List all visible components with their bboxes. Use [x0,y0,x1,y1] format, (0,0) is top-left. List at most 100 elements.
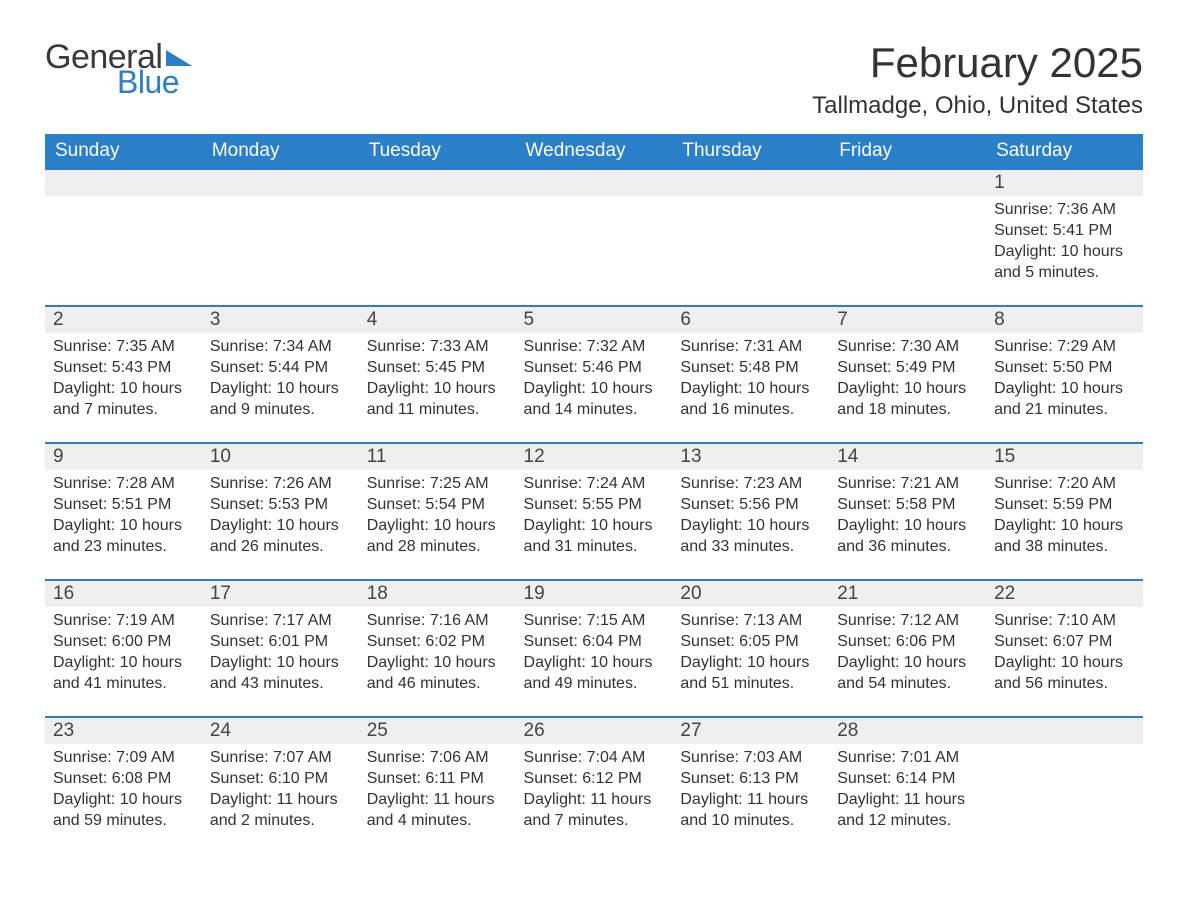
header-region: General Blue February 2025 Tallmadge, Oh… [45,40,1143,120]
sunrise-line: Sunrise: 7:09 AM [53,748,194,769]
sunrise-line: Sunrise: 7:01 AM [837,748,978,769]
day-number-cell: 21 [829,580,986,607]
sunrise-line: Sunrise: 7:25 AM [367,474,508,495]
sunrise-line: Sunrise: 7:04 AM [524,748,665,769]
daylight-line: Daylight: 10 hours [367,653,508,674]
day-number: 21 [837,583,858,604]
sunset-line: Sunset: 5:58 PM [837,495,978,516]
day-content-cell: Sunrise: 7:23 AMSunset: 5:56 PMDaylight:… [672,470,829,580]
daylight-line: and 12 minutes. [837,811,978,832]
daylight-line: and 49 minutes. [524,674,665,695]
sunset-line: Sunset: 5:59 PM [994,495,1135,516]
weekday-header: Saturday [986,134,1143,169]
day-content-cell [986,744,1143,854]
sunrise-line: Sunrise: 7:21 AM [837,474,978,495]
sunset-line: Sunset: 6:06 PM [837,632,978,653]
day-number: 8 [994,309,1005,330]
month-title: February 2025 [812,40,1143,86]
daylight-line: Daylight: 10 hours [837,653,978,674]
day-number: 3 [210,309,221,330]
daylight-line: Daylight: 11 hours [367,790,508,811]
day-number-cell: 25 [359,717,516,744]
daylight-line: and 46 minutes. [367,674,508,695]
sunset-line: Sunset: 5:48 PM [680,358,821,379]
sunrise-line: Sunrise: 7:16 AM [367,611,508,632]
daylight-line: and 54 minutes. [837,674,978,695]
day-number-cell: 5 [516,306,673,333]
daylight-line: and 4 minutes. [367,811,508,832]
day-number-cell [45,169,202,196]
day-content-cell: Sunrise: 7:34 AMSunset: 5:44 PMDaylight:… [202,333,359,443]
sunrise-line: Sunrise: 7:30 AM [837,337,978,358]
daylight-line: Daylight: 10 hours [680,653,821,674]
day-content-cell: Sunrise: 7:30 AMSunset: 5:49 PMDaylight:… [829,333,986,443]
day-content-cell: Sunrise: 7:26 AMSunset: 5:53 PMDaylight:… [202,470,359,580]
daylight-line: Daylight: 10 hours [994,242,1135,263]
daylight-line: Daylight: 10 hours [367,379,508,400]
day-number-cell: 19 [516,580,673,607]
day-number: 9 [53,446,64,467]
day-number-cell: 27 [672,717,829,744]
day-content-cell: Sunrise: 7:32 AMSunset: 5:46 PMDaylight:… [516,333,673,443]
sunrise-line: Sunrise: 7:06 AM [367,748,508,769]
daylight-line: and 10 minutes. [680,811,821,832]
daylight-line: and 21 minutes. [994,400,1135,421]
day-content-cell [202,196,359,306]
daylight-line: Daylight: 10 hours [680,379,821,400]
day-number: 16 [53,583,74,604]
sunset-line: Sunset: 6:01 PM [210,632,351,653]
daylight-line: and 2 minutes. [210,811,351,832]
day-content-cell: Sunrise: 7:19 AMSunset: 6:00 PMDaylight:… [45,607,202,717]
day-number-cell: 28 [829,717,986,744]
day-content-cell: Sunrise: 7:24 AMSunset: 5:55 PMDaylight:… [516,470,673,580]
day-number: 23 [53,720,74,741]
daylight-line: and 51 minutes. [680,674,821,695]
day-number-cell: 9 [45,443,202,470]
day-number: 24 [210,720,231,741]
day-content-row: Sunrise: 7:28 AMSunset: 5:51 PMDaylight:… [45,470,1143,580]
sunset-line: Sunset: 5:51 PM [53,495,194,516]
daylight-line: and 11 minutes. [367,400,508,421]
day-content-cell: Sunrise: 7:03 AMSunset: 6:13 PMDaylight:… [672,744,829,854]
sunset-line: Sunset: 6:07 PM [994,632,1135,653]
day-number-cell [672,169,829,196]
sunrise-line: Sunrise: 7:19 AM [53,611,194,632]
day-content-cell [359,196,516,306]
day-number-cell [986,717,1143,744]
sunrise-line: Sunrise: 7:35 AM [53,337,194,358]
day-number: 28 [837,720,858,741]
daylight-line: and 31 minutes. [524,537,665,558]
daylight-line: and 38 minutes. [994,537,1135,558]
day-number-cell: 12 [516,443,673,470]
day-number: 11 [367,446,387,467]
day-number: 12 [524,446,545,467]
sunset-line: Sunset: 5:46 PM [524,358,665,379]
day-content-cell: Sunrise: 7:09 AMSunset: 6:08 PMDaylight:… [45,744,202,854]
daylight-line: and 28 minutes. [367,537,508,558]
weekday-header-row: Sunday Monday Tuesday Wednesday Thursday… [45,134,1143,169]
weekday-header: Sunday [45,134,202,169]
day-number-cell: 22 [986,580,1143,607]
day-number: 25 [367,720,388,741]
daylight-line: and 26 minutes. [210,537,351,558]
sunrise-line: Sunrise: 7:36 AM [994,200,1135,221]
daylight-line: and 18 minutes. [837,400,978,421]
day-content-row: Sunrise: 7:36 AMSunset: 5:41 PMDaylight:… [45,196,1143,306]
day-number: 10 [210,446,231,467]
day-number: 6 [680,309,691,330]
sunset-line: Sunset: 6:00 PM [53,632,194,653]
daylight-line: Daylight: 10 hours [837,379,978,400]
day-content-cell: Sunrise: 7:25 AMSunset: 5:54 PMDaylight:… [359,470,516,580]
day-number-row: 16171819202122 [45,580,1143,607]
day-number-cell: 1 [986,169,1143,196]
day-content-row: Sunrise: 7:09 AMSunset: 6:08 PMDaylight:… [45,744,1143,854]
day-number-cell: 26 [516,717,673,744]
day-number-cell: 13 [672,443,829,470]
sunrise-line: Sunrise: 7:07 AM [210,748,351,769]
day-number-row: 1 [45,169,1143,196]
daylight-line: and 36 minutes. [837,537,978,558]
day-number-cell: 18 [359,580,516,607]
daylight-line: Daylight: 10 hours [210,379,351,400]
day-number-cell: 7 [829,306,986,333]
calendar-table: Sunday Monday Tuesday Wednesday Thursday… [45,134,1143,854]
